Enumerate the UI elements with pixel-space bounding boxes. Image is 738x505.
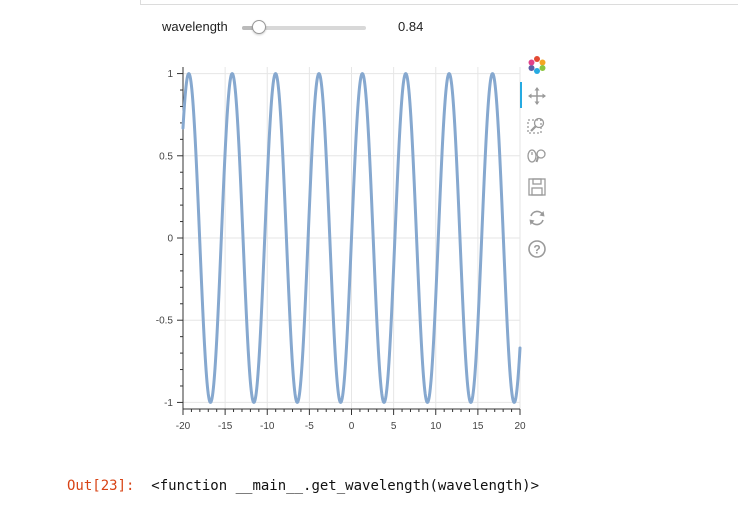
output-prompt: Out[23]: xyxy=(67,478,135,494)
x-tick-label: 20 xyxy=(514,421,526,432)
cell-border xyxy=(140,0,738,5)
sine-series-line xyxy=(181,72,522,404)
y-tick-label: 1 xyxy=(167,69,173,80)
pan-icon[interactable] xyxy=(526,85,548,107)
save-icon[interactable] xyxy=(526,176,548,198)
x-tick-label: 10 xyxy=(430,421,442,432)
slider-handle[interactable] xyxy=(252,20,267,34)
x-tick-label: -5 xyxy=(305,421,314,432)
slider-value: 0.84 xyxy=(398,19,424,34)
slider-fill xyxy=(242,26,260,30)
active-tool-indicator xyxy=(520,82,522,108)
wavelength-slider[interactable] xyxy=(242,20,366,34)
wavelength-widget: wavelength 0.84 xyxy=(160,17,460,39)
y-tick-label: 0 xyxy=(167,234,173,245)
x-tick-label: 0 xyxy=(349,421,355,432)
box-zoom-icon[interactable] xyxy=(526,115,548,137)
plot-toolbar: ? xyxy=(520,52,552,272)
sine-plot[interactable]: -20 -15 -10 -5 0 5 10 15 20 1 0.5 0 -0.5 -1 xyxy=(150,55,530,455)
slider-label: wavelength xyxy=(162,19,228,34)
y-tick-label: -0.5 xyxy=(156,316,174,327)
help-icon[interactable]: ? xyxy=(526,238,548,260)
output-line: Out[23]: <function __main__.get_waveleng… xyxy=(67,478,539,494)
reset-icon[interactable] xyxy=(526,207,548,229)
output-text: <function __main__.get_wavelength(wavele… xyxy=(151,478,540,494)
y-tick-label: -1 xyxy=(164,398,173,409)
x-tick-label: 15 xyxy=(472,421,484,432)
x-tick-label: -15 xyxy=(218,421,233,432)
x-tick-label: 5 xyxy=(391,421,397,432)
x-tick-label: -10 xyxy=(260,421,275,432)
y-tick-label: 0.5 xyxy=(159,151,173,162)
x-tick-label: -20 xyxy=(176,421,191,432)
wheel-zoom-icon[interactable] xyxy=(526,145,548,167)
svg-text:?: ? xyxy=(533,243,540,257)
bokeh-logo-icon[interactable] xyxy=(526,54,548,76)
